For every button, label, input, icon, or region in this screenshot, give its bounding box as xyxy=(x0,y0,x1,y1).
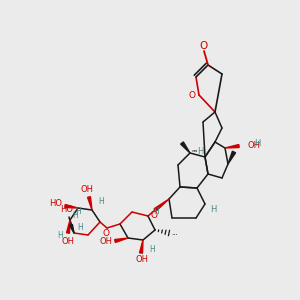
Text: H: H xyxy=(98,197,104,206)
Text: H: H xyxy=(210,205,216,214)
Text: OH: OH xyxy=(100,236,112,245)
Text: H: H xyxy=(75,208,81,217)
Text: H: H xyxy=(153,206,159,215)
Polygon shape xyxy=(154,199,169,211)
Text: H: H xyxy=(72,212,78,220)
Polygon shape xyxy=(88,197,92,210)
Text: HO: HO xyxy=(61,205,74,214)
Text: O: O xyxy=(188,91,196,100)
Text: H: H xyxy=(149,245,155,254)
Polygon shape xyxy=(70,224,74,233)
Polygon shape xyxy=(65,205,78,208)
Text: OH: OH xyxy=(80,185,94,194)
Text: O: O xyxy=(200,41,208,51)
Text: OH: OH xyxy=(136,256,148,265)
Polygon shape xyxy=(115,238,128,242)
Text: ···: ··· xyxy=(172,232,178,238)
Polygon shape xyxy=(228,151,236,164)
Text: OH: OH xyxy=(247,142,260,151)
Polygon shape xyxy=(67,220,70,233)
Text: H: H xyxy=(254,139,260,148)
Text: H: H xyxy=(57,232,63,241)
Text: OH: OH xyxy=(61,236,74,245)
Polygon shape xyxy=(140,240,143,253)
Text: HO: HO xyxy=(50,200,62,208)
Text: H: H xyxy=(77,224,83,232)
Text: O: O xyxy=(103,230,110,238)
Polygon shape xyxy=(181,142,190,153)
Text: H: H xyxy=(197,146,203,155)
Text: O: O xyxy=(151,212,158,220)
Polygon shape xyxy=(225,145,239,148)
Text: "": "" xyxy=(192,149,198,155)
